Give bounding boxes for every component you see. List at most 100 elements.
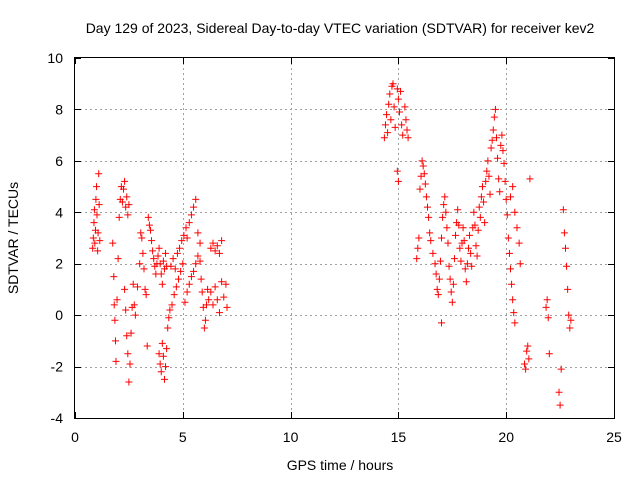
data-point bbox=[565, 311, 573, 319]
data-point bbox=[90, 219, 98, 227]
data-point bbox=[112, 357, 120, 365]
data-point bbox=[449, 280, 457, 288]
data-point bbox=[413, 255, 421, 263]
data-point bbox=[500, 159, 508, 167]
data-point bbox=[404, 134, 412, 142]
data-point bbox=[403, 126, 411, 134]
data-point bbox=[387, 116, 395, 124]
data-point bbox=[488, 136, 496, 144]
data-point bbox=[502, 195, 510, 203]
data-point bbox=[383, 111, 391, 119]
data-point bbox=[389, 80, 397, 88]
data-point bbox=[113, 296, 121, 304]
data-point bbox=[499, 147, 507, 155]
data-point bbox=[457, 257, 465, 265]
data-point bbox=[124, 211, 132, 219]
data-point bbox=[456, 244, 464, 252]
y-tick-label: -2 bbox=[51, 359, 64, 375]
data-point bbox=[190, 203, 198, 211]
data-point bbox=[450, 255, 458, 263]
data-point bbox=[472, 242, 480, 250]
data-point bbox=[526, 175, 534, 183]
data-point bbox=[209, 301, 217, 309]
data-point bbox=[459, 224, 467, 232]
data-point bbox=[121, 177, 129, 185]
data-point bbox=[443, 224, 451, 232]
data-point bbox=[93, 211, 101, 219]
axis-ticks: 0 5 10 15 20 25 -4 -2 0 2 4 6 8 10 bbox=[47, 50, 622, 445]
data-point bbox=[509, 183, 517, 191]
data-point bbox=[120, 185, 128, 193]
data-point bbox=[414, 244, 422, 252]
data-point bbox=[171, 265, 179, 273]
x-axis-label: GPS time / hours bbox=[287, 457, 394, 473]
data-point bbox=[185, 219, 193, 227]
data-point bbox=[160, 375, 168, 383]
data-point bbox=[544, 314, 552, 322]
data-point bbox=[167, 262, 175, 270]
data-point bbox=[215, 249, 223, 257]
data-point bbox=[168, 301, 176, 309]
data-point bbox=[192, 195, 200, 203]
data-point bbox=[393, 167, 401, 175]
data-point bbox=[129, 280, 137, 288]
data-point bbox=[215, 309, 223, 317]
data-point bbox=[497, 141, 505, 149]
y-tick-label: 10 bbox=[47, 50, 63, 66]
data-point bbox=[386, 90, 394, 98]
data-point bbox=[421, 180, 429, 188]
data-point bbox=[468, 262, 476, 270]
data-point bbox=[222, 280, 230, 288]
data-point bbox=[110, 301, 118, 309]
data-point bbox=[89, 244, 97, 252]
data-point bbox=[155, 244, 163, 252]
data-point bbox=[205, 296, 213, 304]
data-point bbox=[90, 206, 98, 214]
data-point bbox=[490, 113, 498, 121]
chart-title: Day 129 of 2023, Sidereal Day-to-day VTE… bbox=[86, 20, 595, 36]
data-point bbox=[513, 224, 521, 232]
data-point bbox=[434, 291, 442, 299]
data-point bbox=[109, 239, 117, 247]
data-point bbox=[435, 275, 443, 283]
data-point bbox=[187, 273, 195, 281]
data-point bbox=[503, 211, 511, 219]
data-point bbox=[491, 105, 499, 113]
data-point bbox=[190, 267, 198, 275]
data-point bbox=[415, 234, 423, 242]
data-point bbox=[157, 368, 165, 376]
data-point bbox=[381, 121, 389, 129]
data-point bbox=[177, 267, 185, 275]
data-point bbox=[110, 273, 118, 281]
data-point bbox=[524, 342, 532, 350]
y-tick-label: 0 bbox=[55, 307, 63, 323]
data-point bbox=[125, 201, 133, 209]
y-tick-label: -4 bbox=[51, 410, 64, 426]
data-point bbox=[492, 134, 500, 142]
data-point bbox=[416, 185, 424, 193]
data-point bbox=[115, 213, 123, 221]
x-tick-label: 20 bbox=[498, 429, 514, 445]
data-point bbox=[436, 257, 444, 265]
data-point bbox=[432, 270, 440, 278]
data-point bbox=[207, 288, 215, 296]
data-point bbox=[169, 255, 177, 263]
data-point bbox=[394, 177, 402, 185]
data-point bbox=[494, 154, 502, 162]
data-point bbox=[473, 252, 481, 260]
data-point bbox=[209, 239, 217, 247]
data-point bbox=[142, 291, 150, 299]
data-point bbox=[198, 288, 206, 296]
data-point bbox=[154, 252, 162, 260]
data-point bbox=[93, 183, 101, 191]
data-point bbox=[399, 131, 407, 139]
data-point bbox=[155, 350, 163, 358]
data-point bbox=[508, 280, 516, 288]
data-point bbox=[213, 296, 221, 304]
data-point bbox=[207, 244, 215, 252]
data-point bbox=[162, 249, 170, 257]
data-point bbox=[94, 247, 102, 255]
data-point bbox=[390, 103, 398, 111]
data-point bbox=[487, 144, 495, 152]
data-point bbox=[123, 193, 131, 201]
